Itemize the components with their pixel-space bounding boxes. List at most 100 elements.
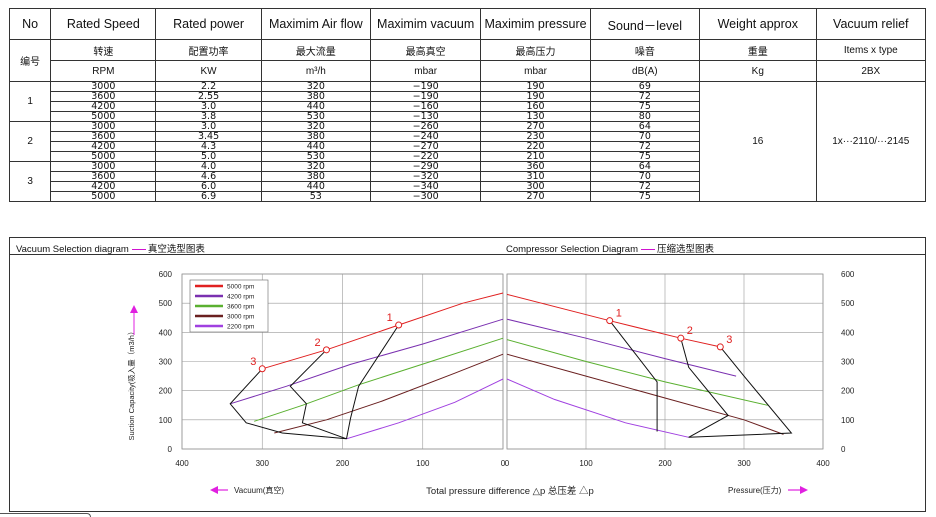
cell-sound: 64 xyxy=(589,121,701,132)
unit-pressure: mbar xyxy=(480,60,591,82)
cell-sound: 69 xyxy=(589,81,701,92)
vacuum-diagram-title: Vacuum Selection diagram 真空选型图表 xyxy=(16,241,205,255)
col-airflow-header-cn: 最大流量 xyxy=(260,39,371,61)
cell-speed: 3600 xyxy=(50,171,157,182)
vacuum-x-tick-label: 300 xyxy=(256,459,270,468)
compressor-series-line xyxy=(506,378,689,438)
y-axis-up-arrowhead-icon xyxy=(130,305,138,313)
unit-weight: Kg xyxy=(699,60,817,82)
pressure-right-arrowhead-icon xyxy=(800,486,808,494)
compressor-annotation-label: 3 xyxy=(726,334,732,346)
table-row: 4200 6.0 440 −340 300 72 xyxy=(10,181,926,192)
cell-airflow: 440 xyxy=(260,181,371,192)
cell-speed: 5000 xyxy=(50,151,157,162)
col-sound-header: Sound－level xyxy=(589,8,701,40)
cell-sound: 64 xyxy=(589,161,701,172)
cell-power: 6.0 xyxy=(155,181,262,192)
compressor-boundary-line xyxy=(609,320,658,432)
vacuum-x-tick-label: 400 xyxy=(175,459,189,468)
cell-speed: 5000 xyxy=(50,111,157,122)
vacuum-y-tick-label: 500 xyxy=(159,299,173,308)
compressor-y-tick-label: 600 xyxy=(841,270,855,279)
compressor-diagram-title-cn: 压缩选型图表 xyxy=(657,244,715,255)
vacuum-x-tick-label: 0 xyxy=(501,459,506,468)
cell-vacuum: −290 xyxy=(369,161,482,172)
vacuum-series-line xyxy=(274,353,504,434)
vacuum-annotation-point xyxy=(395,321,403,329)
cell-pressure: 190 xyxy=(480,91,591,102)
cell-pressure: 230 xyxy=(480,131,591,142)
cell-sound: 70 xyxy=(589,171,701,182)
cell-pressure: 270 xyxy=(480,121,591,132)
legend-label: 3600 rpm xyxy=(227,304,254,311)
vacuum-series-line xyxy=(230,318,504,405)
cell-pressure: 270 xyxy=(480,191,591,202)
vacuum-y-tick-label: 600 xyxy=(159,270,173,279)
cell-vacuum: −300 xyxy=(369,191,482,202)
legend-label: 3000 rpm xyxy=(227,314,254,321)
vacuum-x-tick-label: 200 xyxy=(336,459,350,468)
vacuum-boundary-line xyxy=(346,324,400,439)
cell-pressure: 190 xyxy=(480,81,591,92)
vacuum-y-tick-label: 300 xyxy=(159,358,173,367)
diagram-titlebar: Vacuum Selection diagram 真空选型图表 Compresso… xyxy=(10,238,925,255)
cell-power: 2.2 xyxy=(155,81,262,92)
vacuum-y-tick-label: 400 xyxy=(159,328,173,337)
cell-speed: 4200 xyxy=(50,181,157,192)
vacuum-series-line xyxy=(346,378,504,440)
cell-vacuum: −270 xyxy=(369,141,482,152)
chart-legend xyxy=(189,279,269,333)
group-number: 2 xyxy=(8,121,52,162)
cell-pressure: 220 xyxy=(480,141,591,152)
cell-speed: 3000 xyxy=(50,81,157,92)
unit-speed: RPM xyxy=(50,60,157,82)
cell-pressure: 310 xyxy=(480,171,591,182)
title-dash-icon xyxy=(131,248,146,250)
vacuum-diagram-title-en: Vacuum Selection diagram xyxy=(16,244,129,255)
group-number: 3 xyxy=(8,161,52,202)
spec-table-container: No Rated Speed Rated power Maximim Air f… xyxy=(8,8,927,202)
vacuum-y-tick-label: 0 xyxy=(168,445,173,454)
col-speed-header-cn: 转速 xyxy=(50,39,157,61)
col-vacuum-header-cn: 最高真空 xyxy=(369,39,482,61)
legend-label: 4200 rpm xyxy=(227,294,254,301)
compressor-x-tick-label: 400 xyxy=(816,459,830,468)
y-axis-label: Suction Capacity(吸入量（m3/h） xyxy=(127,328,136,441)
cell-pressure: 160 xyxy=(480,101,591,112)
cell-speed: 4200 xyxy=(50,101,157,112)
vacuum-boundary-line xyxy=(229,368,347,440)
col-pressure-header: Maximim pressure xyxy=(480,8,591,40)
legend-label: 2200 rpm xyxy=(227,324,254,331)
col-no-header: No xyxy=(8,8,52,40)
cell-speed: 3000 xyxy=(50,121,157,132)
cell-power: 5.0 xyxy=(155,151,262,162)
cell-power: 3.0 xyxy=(155,101,262,112)
col-vacuum-header: Maximim vacuum xyxy=(369,8,482,40)
unit-power: KW xyxy=(155,60,262,82)
cell-power: 3.0 xyxy=(155,121,262,132)
cell-power: 3.8 xyxy=(155,111,262,122)
col-power-header: Rated power xyxy=(155,8,262,40)
cell-airflow: 530 xyxy=(260,151,371,162)
col-airflow-header: Maximim Air flow xyxy=(260,8,371,40)
cell-vacuum: −320 xyxy=(369,171,482,182)
table-row: 2 3000 3.0 320 −260 270 64 xyxy=(8,121,926,162)
cell-airflow: 53 xyxy=(260,191,371,202)
vacuum-annotation-label: 2 xyxy=(314,337,320,349)
vacuum-annotation-label: 3 xyxy=(250,356,256,368)
compressor-y-tick-label: 500 xyxy=(841,299,855,308)
compressor-y-tick-label: 0 xyxy=(841,445,846,454)
col-weight-header: Weight approx xyxy=(699,8,817,40)
selection-diagram-panel: Vacuum Selection diagram 真空选型图表 Compresso… xyxy=(9,237,926,512)
cell-pressure: 210 xyxy=(480,151,591,162)
vacuum-annotation-label: 1 xyxy=(387,312,393,324)
col-weight-header-cn: 重量 xyxy=(699,39,817,61)
compressor-x-tick-label: 300 xyxy=(737,459,751,468)
vacuum-relief-value: 1x···2110/···2145 xyxy=(815,81,927,202)
cell-airflow: 320 xyxy=(260,81,371,92)
vacuum-boundary-line xyxy=(289,349,347,440)
cell-speed: 3000 xyxy=(50,161,157,172)
cell-vacuum: −340 xyxy=(369,181,482,192)
cell-vacuum: −240 xyxy=(369,131,482,142)
cell-speed: 3600 xyxy=(50,91,157,102)
